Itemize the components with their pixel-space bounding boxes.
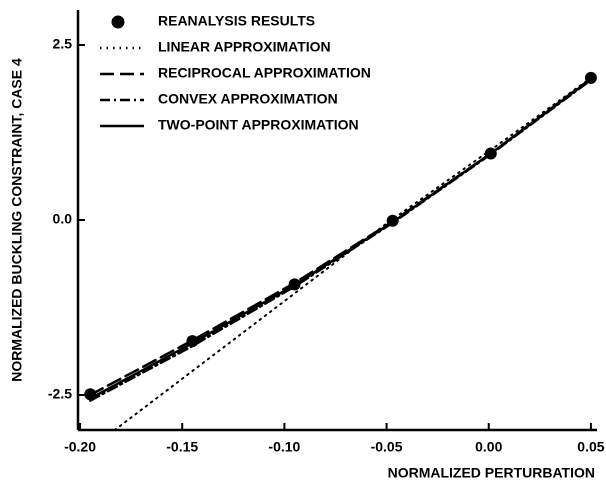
y-tick-label: 0.0 [53,211,73,227]
x-tick-label: -0.05 [371,439,403,455]
y-tick-label: 2.5 [53,36,73,52]
legend-label: TWO-POINT APPROXIMATION [158,117,359,133]
y-tick-label: -2.5 [48,386,72,402]
x-tick-label: -0.20 [64,439,96,455]
legend-label: LINEAR APPROXIMATION [158,39,331,55]
legend-label: RECIPROCAL APPROXIMATION [158,65,371,81]
legend-marker [111,15,125,29]
x-axis-label: NORMALIZED PERTURBATION [388,465,595,481]
legend-label: REANALYSIS RESULTS [158,13,315,29]
x-tick-label: -0.15 [166,439,198,455]
x-tick-label: 0.05 [577,439,604,455]
series-line [89,78,593,402]
x-tick-label: 0.00 [475,439,502,455]
series-line [89,78,593,400]
legend-label: CONVEX APPROXIMATION [158,91,338,107]
series-line [113,76,592,431]
y-axis-label: NORMALIZED BUCKLING CONSTRAINT, CASE 4 [9,58,25,382]
x-tick-label: -0.10 [268,439,300,455]
